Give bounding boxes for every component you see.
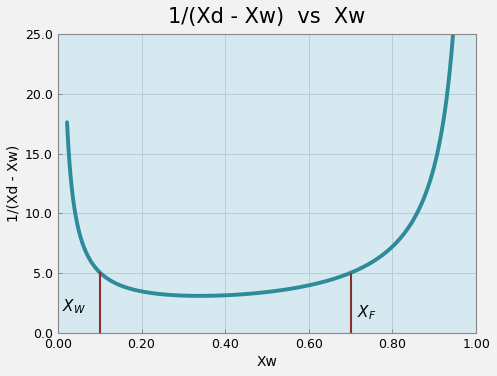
Text: $X_F$: $X_F$ bbox=[357, 303, 376, 322]
Text: $X_W$: $X_W$ bbox=[62, 297, 86, 316]
Title: 1/(Xd - Xw)  vs  Xw: 1/(Xd - Xw) vs Xw bbox=[168, 7, 366, 27]
X-axis label: Xw: Xw bbox=[256, 355, 277, 369]
Y-axis label: 1/(Xd - Xw): 1/(Xd - Xw) bbox=[7, 145, 21, 222]
